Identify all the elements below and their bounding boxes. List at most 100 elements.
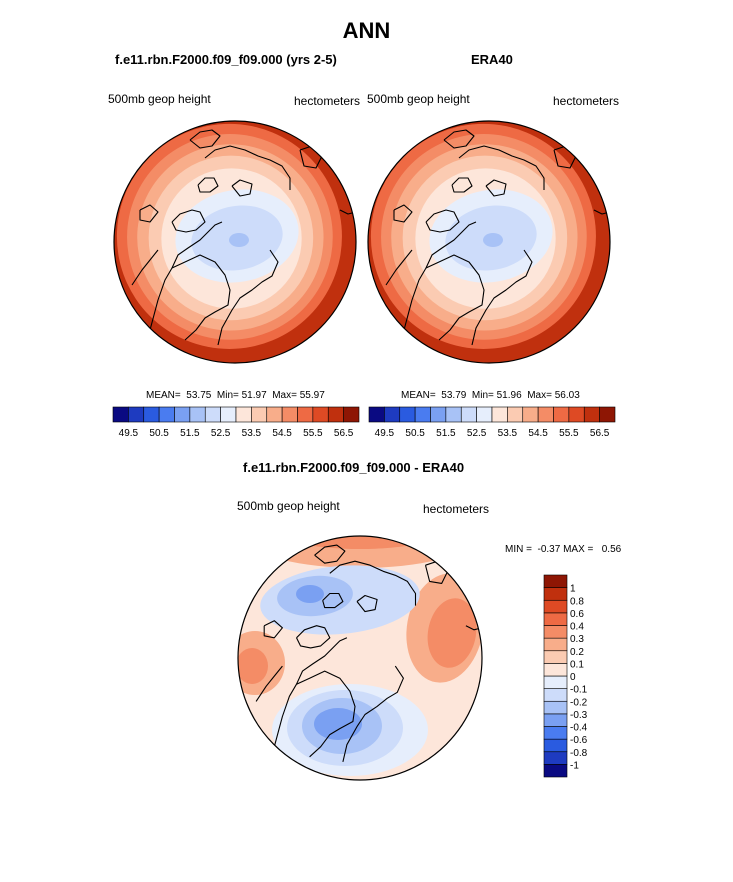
colorbar-tick-label: 0.4 (570, 622, 584, 633)
colorbar-swatch (543, 587, 568, 601)
colorbar-swatch (343, 406, 360, 423)
colorbar-tick-label: -0.6 (570, 735, 588, 746)
coastline-10 (451, 177, 473, 193)
colorbar-swatch (384, 406, 401, 423)
colorbar-swatch (491, 406, 508, 423)
coastline-7 (342, 665, 404, 763)
colorbar-swatch (543, 713, 568, 727)
panel3-map (238, 536, 482, 780)
colorbar-swatch (312, 406, 329, 423)
coastline-2 (171, 209, 206, 233)
colorbar-tick-label: 56.5 (334, 428, 354, 439)
colorbar-swatch (158, 406, 175, 423)
panel2-stats: MEAN= 53.79 Min= 51.96 Max= 56.03 (401, 390, 580, 401)
colorbar-tick-label: 52.5 (211, 428, 231, 439)
colorbar-swatch (543, 738, 568, 753)
field-low-core (229, 233, 249, 247)
panel2-title: ERA40 (471, 52, 513, 67)
colorbar-tick-label: -0.1 (570, 685, 588, 696)
colorbar-tick-label: 49.5 (375, 428, 395, 439)
coastline-2 (425, 209, 460, 233)
colorbar-swatch (543, 726, 568, 740)
coastline-5 (443, 129, 475, 149)
colorbar-swatch (266, 406, 283, 423)
coastline-5 (189, 129, 221, 149)
colorbar-swatch (543, 625, 568, 639)
colorbar-swatch (251, 406, 268, 423)
coastline-5 (314, 544, 346, 564)
panel2-min: 51.96 (496, 390, 522, 401)
coastline-0 (273, 670, 356, 758)
panel2-mean: 53.79 (441, 390, 467, 401)
colorbar-swatch (399, 406, 416, 423)
panel3-right-label: hectometers (423, 502, 490, 516)
panel2-min-label: Min= (471, 390, 494, 401)
colorbar-tick-label: 0.8 (570, 596, 584, 607)
colorbar-tick-label: 53.5 (242, 428, 262, 439)
colorbar-swatch (235, 406, 252, 423)
coastline-7 (471, 249, 533, 346)
colorbar-tick-label: 56.5 (590, 428, 610, 439)
colorbar-swatch (445, 406, 462, 423)
panel2-map-border (367, 120, 611, 364)
diff-pos-top-core (280, 536, 440, 549)
panel1-min: 51.97 (241, 390, 267, 401)
colorbar-swatch (543, 764, 568, 778)
colorbar-tick-label: 0.3 (570, 634, 584, 645)
colorbar-swatch (414, 406, 431, 423)
colorbar-swatch (568, 406, 585, 423)
colorbar-swatch (281, 406, 298, 423)
colorbar-tick-label: 51.5 (436, 428, 456, 439)
colorbar-tick-label: -0.3 (570, 710, 588, 721)
panel1-map (114, 121, 356, 363)
coastline-8 (385, 249, 413, 286)
colorbar-swatch (368, 406, 385, 423)
colorbar-tick-label: 50.5 (149, 428, 169, 439)
panel3-map-border (237, 535, 483, 781)
colorbar-tick-label: 0.1 (570, 659, 584, 670)
coastline-1 (295, 637, 348, 685)
panel3-max-label: MAX = (563, 544, 594, 555)
colorbar-swatch (128, 406, 145, 423)
panel1-stats: MEAN= 53.75 Min= 51.97 Max= 55.97 (146, 390, 325, 401)
colorbar-swatch (583, 406, 600, 423)
panel1-right-label: hectometers (294, 94, 361, 108)
colorbar-swatch (537, 406, 554, 423)
colorbar-swatch (599, 406, 616, 423)
colorbar-swatch (174, 406, 191, 423)
colorbar-swatch (112, 406, 129, 423)
coastline-2 (296, 625, 331, 649)
panel3-max: 0.56 (601, 544, 622, 555)
colorbar-swatch (204, 406, 221, 423)
panel1-map-border (113, 120, 357, 364)
colorbar-tick-label: 49.5 (119, 428, 139, 439)
colorbar-swatch (543, 663, 568, 677)
colorbar-tick-label: 55.5 (559, 428, 579, 439)
coastline-0 (403, 254, 485, 341)
coastline-10 (197, 177, 219, 193)
colorbar-tick-label: 54.5 (272, 428, 292, 439)
coastline-7 (217, 249, 279, 346)
colorbar-swatch (220, 406, 237, 423)
panel2-map (368, 121, 610, 363)
colorbar-tick-label: 51.5 (180, 428, 200, 439)
panel3-stats: MIN = -0.37 MAX = 0.56 (505, 544, 621, 555)
colorbar-tick-label: -0.2 (570, 697, 588, 708)
colorbar-swatch (543, 599, 568, 614)
colorbar-tick-label: 55.5 (303, 428, 323, 439)
panel1-mean: 53.75 (186, 390, 212, 401)
colorbar-tick-label: 54.5 (528, 428, 548, 439)
colorbar-swatch (327, 406, 344, 423)
diff-pos-east-core (427, 598, 477, 668)
panel3-left-label: 500mb geop height (237, 499, 340, 513)
colorbar-swatch (430, 406, 447, 423)
panel1-title: f.e11.rbn.F2000.f09_f09.000 (yrs 2-5) (115, 52, 337, 67)
colorbar-swatch (522, 406, 539, 423)
coastline-4 (458, 145, 545, 190)
coastline-3 (139, 204, 159, 223)
panel3-min-label: MIN = (505, 544, 532, 555)
colorbar-swatch (543, 612, 568, 626)
panel3-colorbar: -1-0.8 -0.6-0.4 -0.3 -0.2-0.1 0 0.10.2 0.30.4 0… (543, 574, 588, 778)
panel1-max: 55.97 (299, 390, 325, 401)
panel1-mean-label: MEAN= (146, 390, 181, 401)
